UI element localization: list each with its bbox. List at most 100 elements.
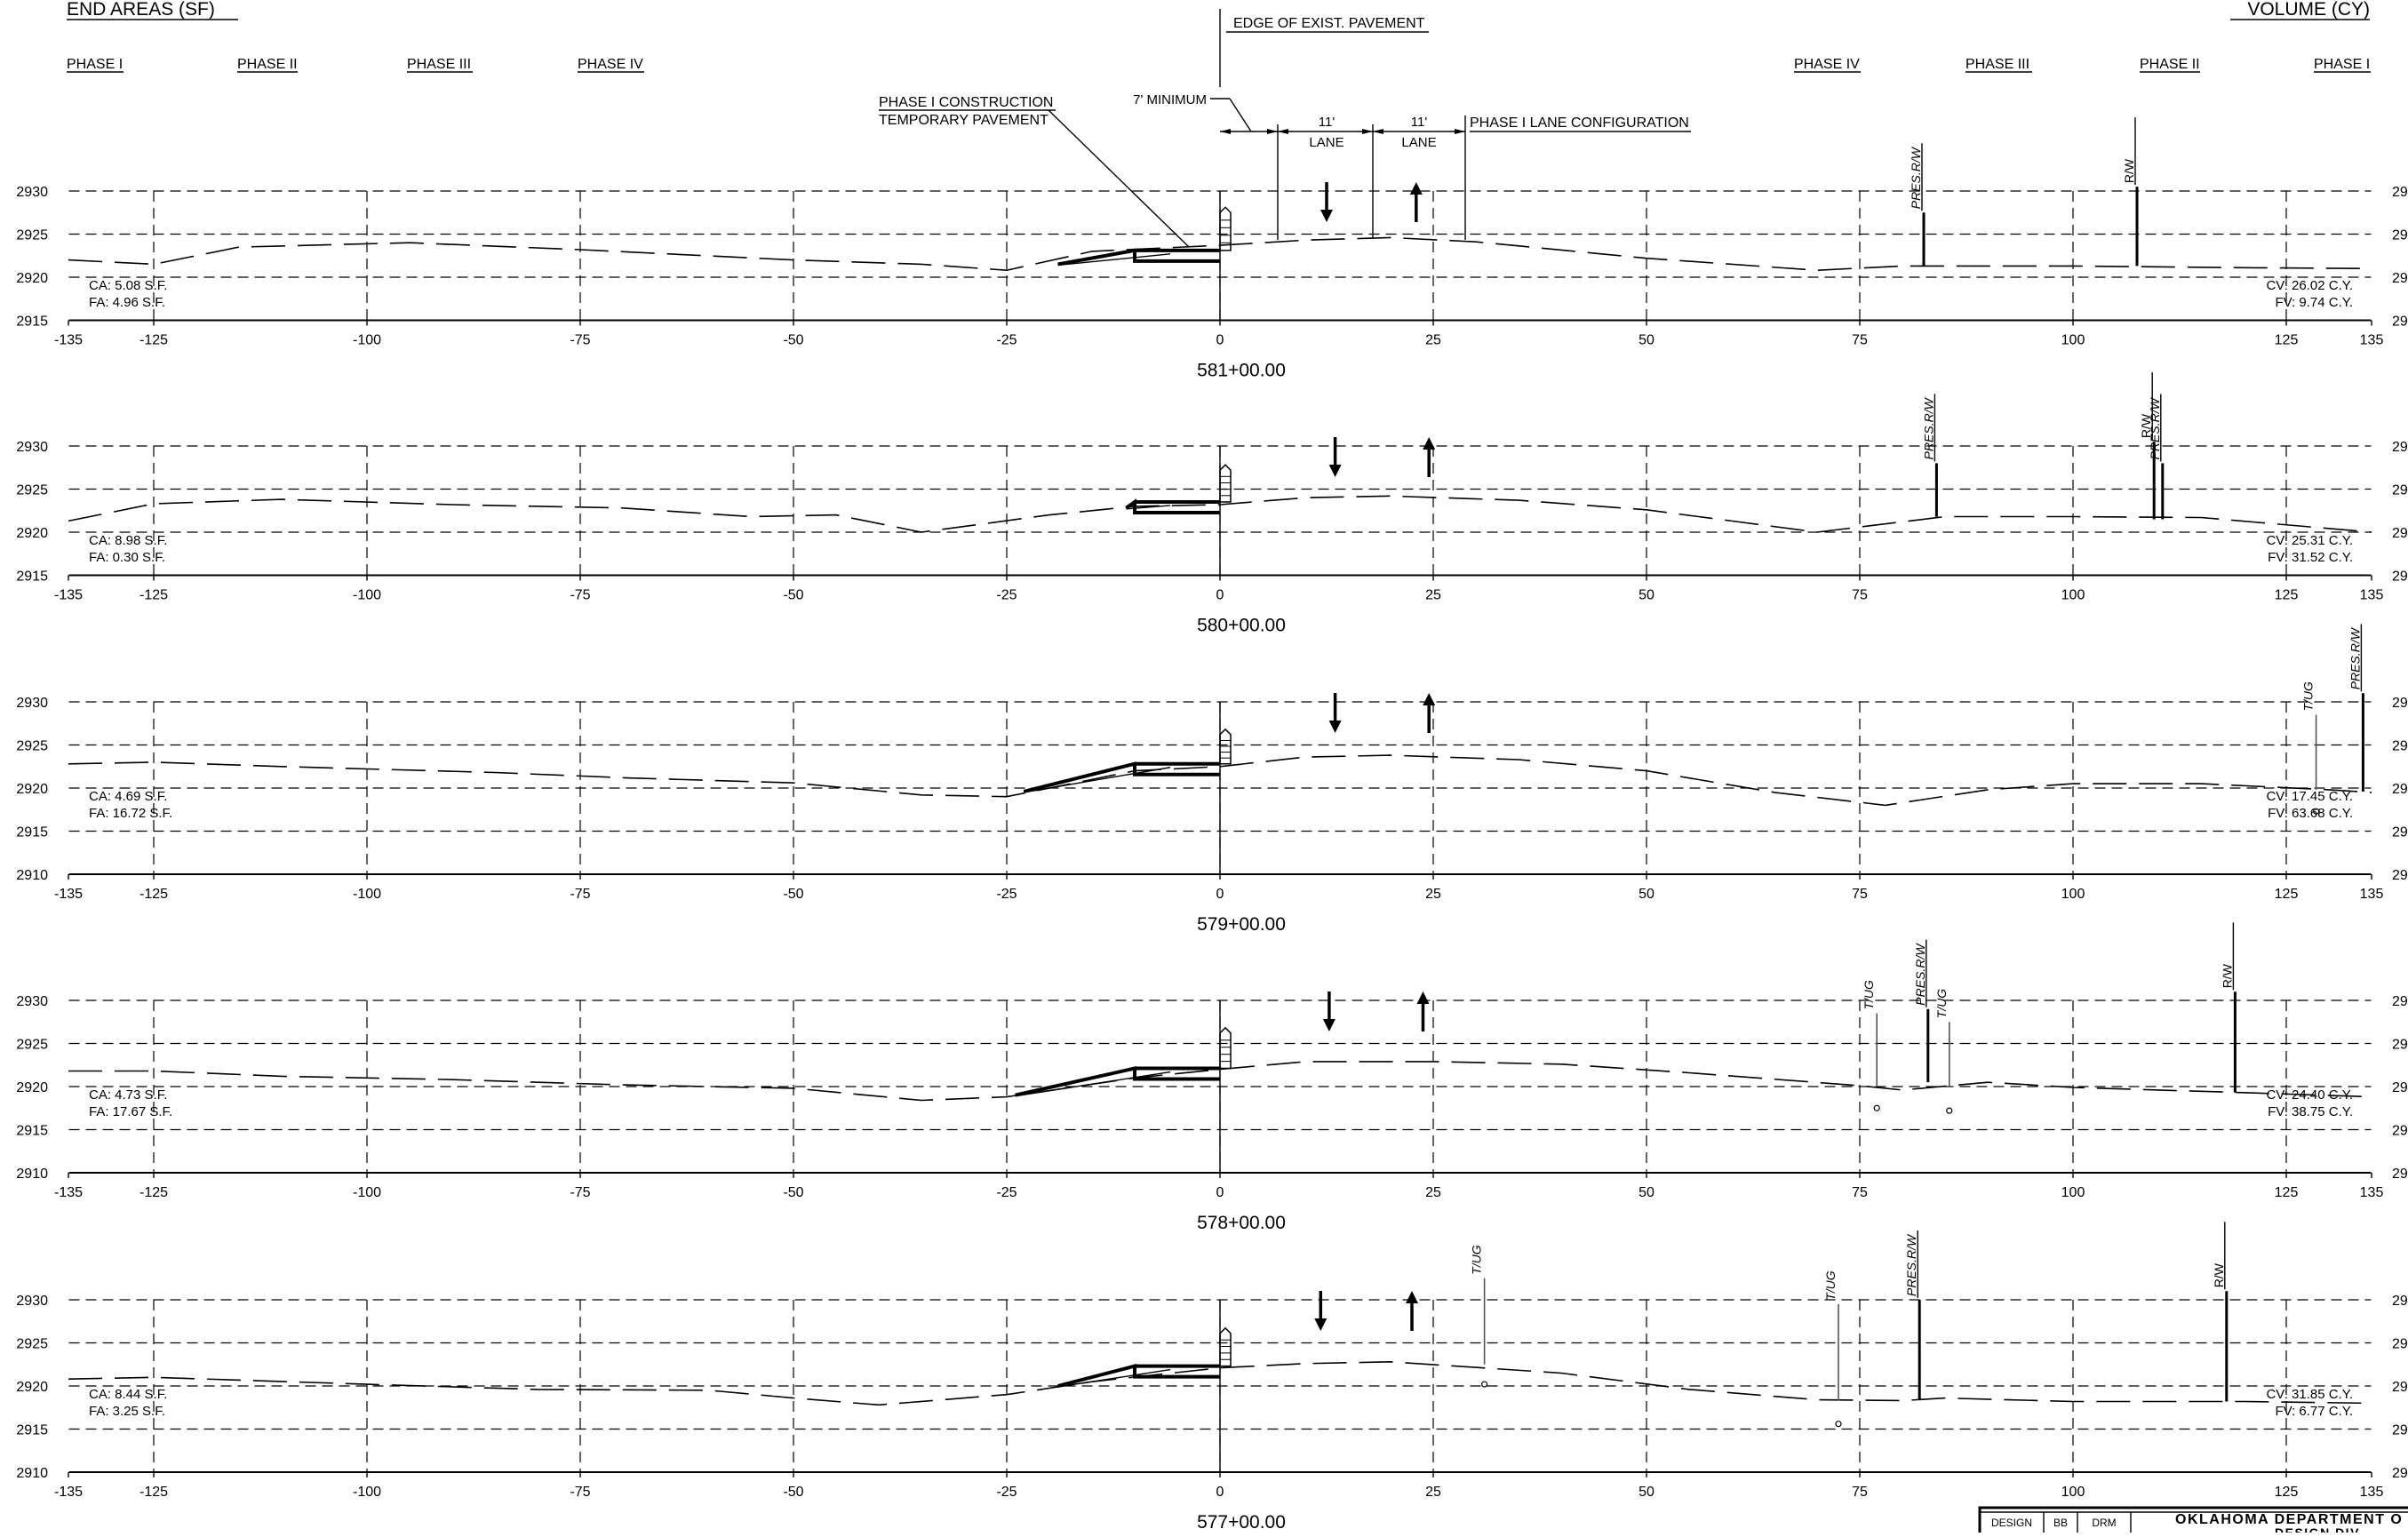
- lane1-label: LANE: [1309, 135, 1344, 150]
- station-label: 579+00.00: [1197, 914, 1286, 935]
- arrow-down-icon: [1320, 182, 1333, 222]
- existing-ground-line: [68, 1061, 2372, 1102]
- elevation-label-right: 29: [2392, 1080, 2408, 1095]
- x-tick-label: -135: [54, 333, 83, 348]
- right-of-way-marker: PRES.R/W: [1909, 143, 1926, 267]
- x-tick-label: 50: [1639, 887, 1655, 902]
- fill-area: FA: 3.25 S.F.: [89, 1404, 165, 1419]
- x-tick-label: 0: [1216, 588, 1224, 603]
- x-tick-label: -135: [54, 887, 83, 902]
- designer-initials-2: DRM: [2092, 1517, 2116, 1529]
- x-tick-label: 0: [1216, 333, 1224, 348]
- x-tick-label: 50: [1639, 588, 1655, 603]
- x-tick-label: -100: [353, 1185, 381, 1200]
- cross-section-2: 2930 29 2925 29 2920 29 2915 29 -135 -125 -100 -75 -…: [16, 372, 2408, 636]
- volume-title: VOLUME (CY): [2247, 0, 2370, 20]
- pres-rw-label: PRES.R/W: [1921, 396, 1935, 459]
- edge-pavement-label: EDGE OF EXIST. PAVEMENT: [1233, 16, 1425, 31]
- elevation-label: 2920: [16, 271, 48, 286]
- phase-left-2: PHASE II: [237, 57, 298, 72]
- right-of-way-marker: R/W: [2212, 1222, 2229, 1402]
- x-tick-label: -50: [783, 1485, 803, 1500]
- barrier-icon: [1219, 1326, 1232, 1367]
- temporary-pavement: [1023, 761, 1220, 793]
- tug-label: T/UG: [2301, 681, 2316, 712]
- arrow-down-icon: [1328, 693, 1342, 733]
- lane2-label: LANE: [1401, 135, 1436, 150]
- phase-right-1: PHASE I: [2314, 57, 2370, 72]
- elevation-label-right: 29: [2392, 271, 2408, 286]
- arrow-up-icon: [1406, 1291, 1418, 1331]
- elevation-label-right: 29: [2392, 185, 2408, 200]
- elevation-label-right: 29: [2392, 1294, 2408, 1309]
- x-tick-label: -75: [570, 887, 590, 902]
- x-tick-label: 75: [1852, 1485, 1868, 1500]
- arrow-down-icon: [1322, 991, 1336, 1031]
- x-tick-label: -125: [140, 1485, 168, 1500]
- lane1-width: 11': [1319, 115, 1336, 130]
- x-tick-label: 75: [1852, 333, 1868, 348]
- rw-label: R/W: [2122, 158, 2136, 183]
- pres-rw-label: PRES.R/W: [2348, 626, 2362, 689]
- x-tick-label: 100: [2061, 887, 2085, 902]
- elevation-label-right: 29: [2392, 1337, 2408, 1352]
- x-tick-label: -75: [570, 1485, 590, 1500]
- elevation-label: 2915: [16, 1124, 48, 1139]
- fill-volume: FV: 31.52 C.Y.: [2268, 550, 2353, 565]
- agency-name: OKLAHOMA DEPARTMENT O: [2175, 1512, 2403, 1527]
- elevation-label-right: 29: [2392, 825, 2408, 840]
- elevation-label-right: 29: [2392, 739, 2408, 754]
- utility-marker: T/UG: [1470, 1245, 1488, 1388]
- x-tick-label: 135: [2360, 1485, 2384, 1500]
- title-block: DESIGN BB DRM OKLAHOMA DEPARTMENT O DESI…: [1978, 1506, 2408, 1537]
- lane-config-label: PHASE I LANE CONFIGURATION: [1470, 115, 1689, 131]
- elevation-label-right: 29: [2392, 782, 2408, 797]
- x-tick-label: 25: [1425, 588, 1441, 603]
- x-tick-label: 125: [2275, 887, 2299, 902]
- elevation-label: 2910: [16, 868, 48, 883]
- tug-label: T/UG: [1934, 989, 1949, 1019]
- x-tick-label: -25: [996, 588, 1017, 603]
- x-tick-label: -135: [54, 1485, 83, 1500]
- designer-initials-1: BB: [2053, 1517, 2068, 1529]
- elevation-label: 2910: [16, 1167, 48, 1182]
- station-label: 581+00.00: [1197, 361, 1286, 381]
- x-tick-label: -100: [353, 588, 381, 603]
- x-tick-label: -100: [353, 1485, 381, 1500]
- elevation-label-right: 29: [2392, 696, 2408, 711]
- x-tick-label: -125: [140, 1185, 168, 1200]
- x-tick-label: 125: [2275, 1485, 2299, 1500]
- x-tick-label: 0: [1216, 1485, 1224, 1500]
- temporary-pavement: [1125, 498, 1220, 514]
- phase-left-3: PHASE III: [407, 57, 471, 72]
- x-tick-label: 100: [2061, 1185, 2085, 1200]
- elevation-label-right: 29: [2392, 1423, 2408, 1438]
- cut-area: CA: 8.44 S.F.: [89, 1387, 167, 1402]
- fill-volume: FV: 9.74 C.Y.: [2275, 295, 2353, 310]
- elevation-label: 2925: [16, 739, 48, 754]
- station-label: 578+00.00: [1197, 1213, 1286, 1233]
- right-of-way-marker: R/W: [2139, 372, 2156, 520]
- existing-ground-line: [68, 754, 2372, 807]
- x-tick-label: 125: [2275, 588, 2299, 603]
- elevation-label: 2915: [16, 569, 48, 585]
- elevation-label: 2925: [16, 483, 48, 498]
- pres-rw-label: PRES.R/W: [1904, 1233, 1918, 1296]
- elevation-label-right: 29: [2392, 1380, 2408, 1395]
- fill-area: FA: 0.30 S.F.: [89, 550, 165, 565]
- arrow-up-icon: [1416, 991, 1430, 1031]
- tug-label: T/UG: [1823, 1270, 1838, 1301]
- cut-area: CA: 8.98 S.F.: [89, 533, 167, 548]
- x-tick-label: 125: [2275, 1185, 2299, 1200]
- end-areas-title: END AREAS (SF): [67, 0, 215, 20]
- elevation-label-right: 29: [2392, 868, 2408, 883]
- utility-marker: T/UG: [1862, 980, 1880, 1111]
- design-label: DESIGN: [1991, 1517, 2032, 1529]
- cross-section-5: 2930 29 2925 29 2920 29 2915 29 2910 29 -135 -125 -1…: [16, 1222, 2408, 1533]
- x-tick-label: -125: [140, 588, 168, 603]
- elevation-label-right: 29: [2392, 1466, 2408, 1481]
- x-tick-label: 125: [2275, 333, 2299, 348]
- right-of-way-marker: PRES.R/W: [1913, 939, 1930, 1083]
- rw-label: R/W: [2212, 1262, 2226, 1287]
